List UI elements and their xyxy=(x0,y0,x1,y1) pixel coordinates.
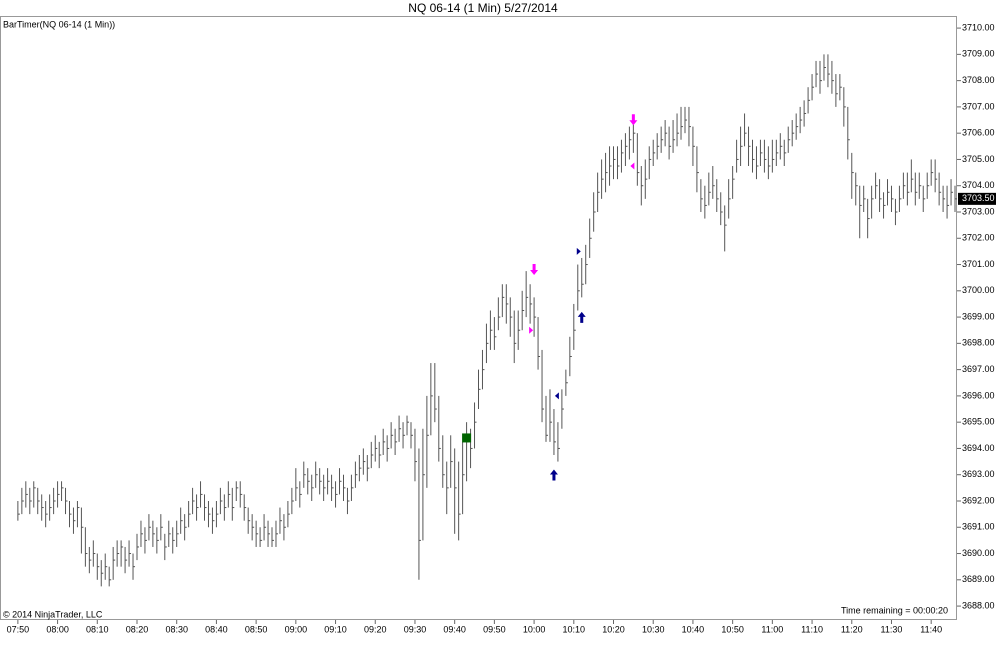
x-tick-label: 08:50 xyxy=(245,624,268,634)
x-tick-label: 09:50 xyxy=(483,624,506,634)
y-tick-label: 3702.00 xyxy=(962,233,995,243)
x-tick-label: 11:40 xyxy=(920,624,942,634)
x-tick-label: 08:40 xyxy=(205,624,228,634)
triangle-marker xyxy=(554,392,559,400)
y-tick-label: 3707.00 xyxy=(962,101,995,111)
x-tick-label: 09:40 xyxy=(443,624,466,634)
x-tick-label: 11:30 xyxy=(881,624,903,634)
x-tick-label: 10:40 xyxy=(682,624,705,634)
x-tick-label: 09:30 xyxy=(404,624,427,634)
x-tick-label: 11:00 xyxy=(761,624,783,634)
triangle-marker xyxy=(529,326,534,334)
x-tick-label: 10:20 xyxy=(602,624,625,634)
triangle-marker xyxy=(630,162,635,170)
x-tick-label: 10:50 xyxy=(721,624,744,634)
y-tick-label: 3692.00 xyxy=(962,495,995,505)
plot-frame xyxy=(0,16,957,620)
x-tick-label: 09:00 xyxy=(285,624,308,634)
y-tick-label: 3704.00 xyxy=(962,180,995,190)
down-arrow xyxy=(629,114,638,126)
y-tick-label: 3699.00 xyxy=(962,311,995,321)
y-tick-label: 3708.00 xyxy=(962,75,995,85)
y-tick-label: 3706.00 xyxy=(962,128,995,138)
x-tick-label: 08:30 xyxy=(165,624,188,634)
timer-text: Time remaining = 00:00:20 xyxy=(841,605,948,615)
y-tick-label: 3694.00 xyxy=(962,443,995,453)
y-tick-label: 3700.00 xyxy=(962,285,995,295)
y-tick-label: 3698.00 xyxy=(962,338,995,348)
y-tick-label: 3696.00 xyxy=(962,390,995,400)
up-arrow xyxy=(549,469,558,481)
x-tick-label: 10:30 xyxy=(642,624,665,634)
x-tick-label: 10:00 xyxy=(523,624,546,634)
last-price-box xyxy=(958,192,996,205)
y-tick-label: 3705.00 xyxy=(962,154,995,164)
y-tick-label: 3693.00 xyxy=(962,469,995,479)
x-tick-label: 11:10 xyxy=(801,624,823,634)
y-tick-label: 3703.00 xyxy=(962,206,995,216)
y-tick-label: 3697.00 xyxy=(962,364,995,374)
x-tick-label: 11:20 xyxy=(841,624,863,634)
x-tick-label: 09:10 xyxy=(324,624,347,634)
copyright: © 2014 NinjaTrader, LLC xyxy=(3,609,103,619)
x-tick-label: 10:10 xyxy=(563,624,586,634)
up-arrow xyxy=(577,311,586,323)
x-tick-label: 08:10 xyxy=(86,624,109,634)
last-price-label: 3703.50 xyxy=(962,193,995,203)
x-tick-label: 08:20 xyxy=(126,624,149,634)
y-tick-label: 3690.00 xyxy=(962,548,995,558)
y-tick-label: 3710.00 xyxy=(962,22,995,32)
x-tick-label: 09:20 xyxy=(364,624,387,634)
x-tick-label: 07:50 xyxy=(7,624,30,634)
y-tick-label: 3689.00 xyxy=(962,574,995,584)
square-marker xyxy=(462,433,472,443)
triangle-marker xyxy=(576,247,581,255)
y-tick-label: 3709.00 xyxy=(962,49,995,59)
indicator-label: BarTimer(NQ 06-14 (1 Min)) xyxy=(3,19,115,29)
y-tick-label: 3695.00 xyxy=(962,417,995,427)
y-tick-label: 3688.00 xyxy=(962,600,995,610)
x-tick-label: 08:00 xyxy=(46,624,69,634)
down-arrow xyxy=(530,264,539,276)
y-tick-label: 3691.00 xyxy=(962,522,995,532)
chart-title: NQ 06-14 (1 Min) 5/27/2014 xyxy=(408,1,558,15)
y-tick-label: 3701.00 xyxy=(962,259,995,269)
